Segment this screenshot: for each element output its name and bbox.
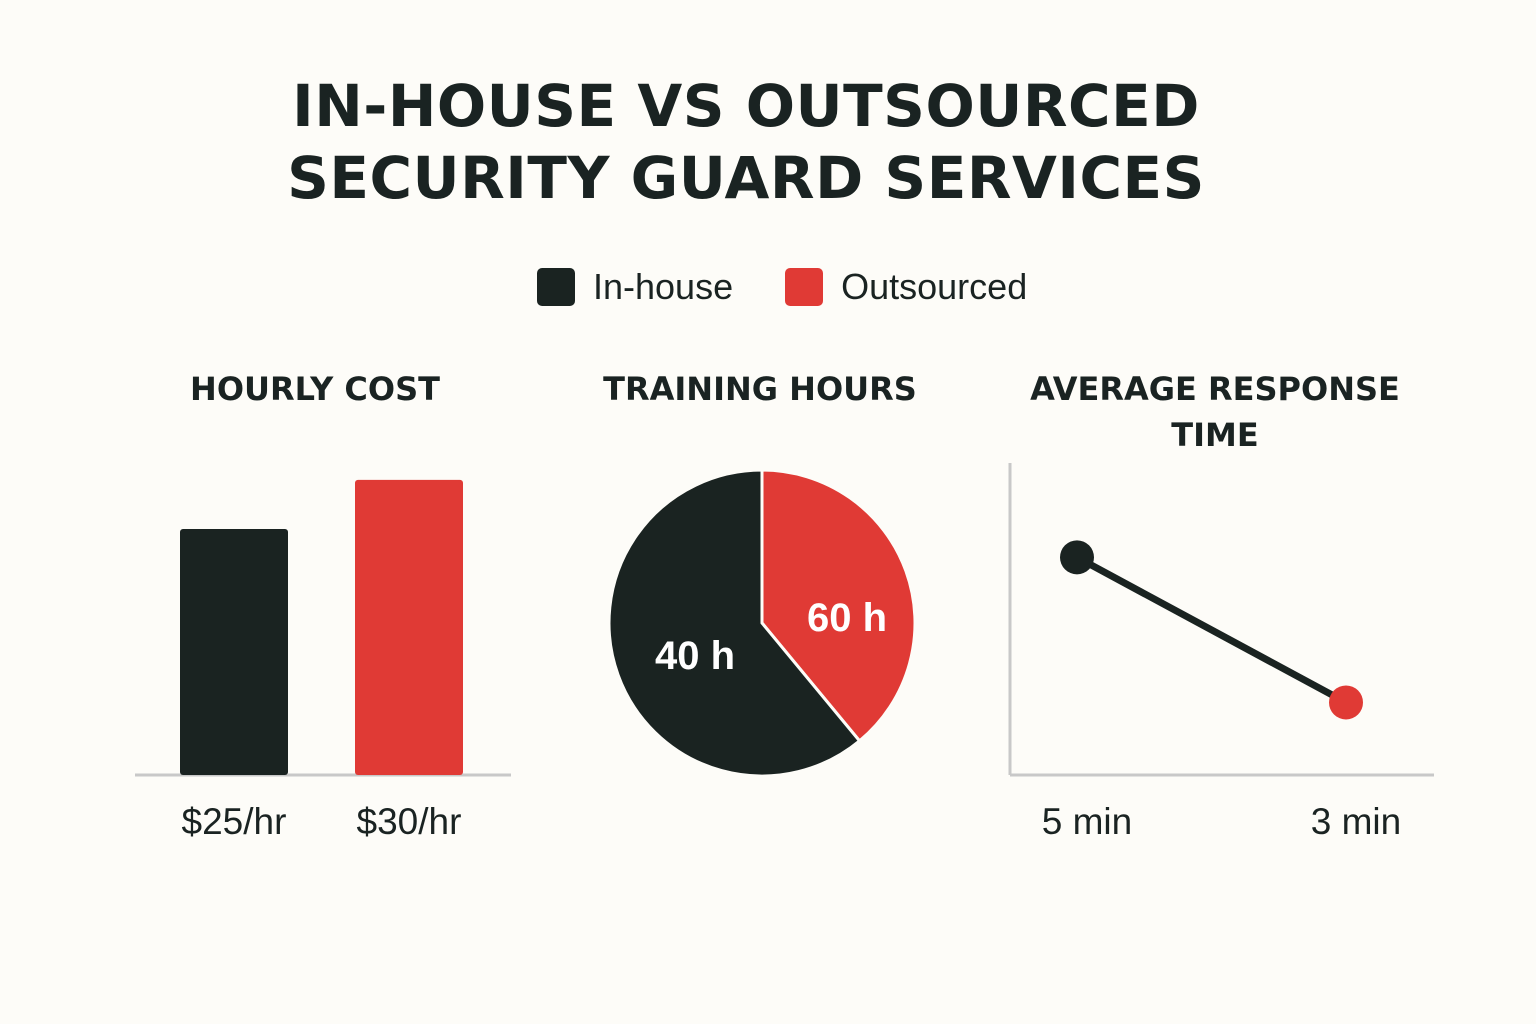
legend-swatch (785, 268, 824, 306)
line-point-in-house (1060, 540, 1094, 575)
legend-swatch (537, 268, 575, 306)
legend-label: In-house (593, 266, 734, 307)
line-title-1: AVERAGE RESPONSE (1030, 370, 1400, 408)
line-tick-label: 3 min (1311, 801, 1401, 842)
line-tick-label: 5 min (1042, 801, 1132, 842)
bar-in-house (180, 529, 288, 775)
bar-chart-title: HOURLY COST (190, 370, 440, 408)
legend-item-outsourced: Outsourced (785, 266, 1027, 308)
bar-tick-label: $25/hr (182, 801, 287, 842)
legend-item-in-house: In-house (537, 266, 733, 308)
bar-outsourced (355, 479, 463, 775)
line-chart-title: AVERAGE RESPONSE TIME (1000, 366, 1430, 458)
legend-label: Outsourced (841, 266, 1028, 307)
line-series (1075, 554, 1348, 706)
title-line-1: IN-HOUSE VS OUTSOURCED (292, 72, 1200, 140)
title-line-2: SECURITY GUARD SERVICES (287, 144, 1205, 212)
bar-tick-label: $30/hr (357, 801, 462, 842)
line-title-2: TIME (1171, 416, 1259, 454)
chart-title: IN-HOUSE VS OUTSOURCED SECURITY GUARD SE… (0, 70, 1492, 214)
pie-label-outsourced: 60 h (807, 596, 887, 640)
pie-slice-in-house (607, 468, 862, 778)
pie-label-in-house: 40 h (655, 634, 735, 678)
pie-chart-title: TRAINING HOURS (603, 370, 917, 408)
line-point-outsourced (1329, 685, 1363, 720)
pie-slice-outsourced (760, 468, 917, 744)
legend: In-house Outsourced (537, 266, 1079, 308)
